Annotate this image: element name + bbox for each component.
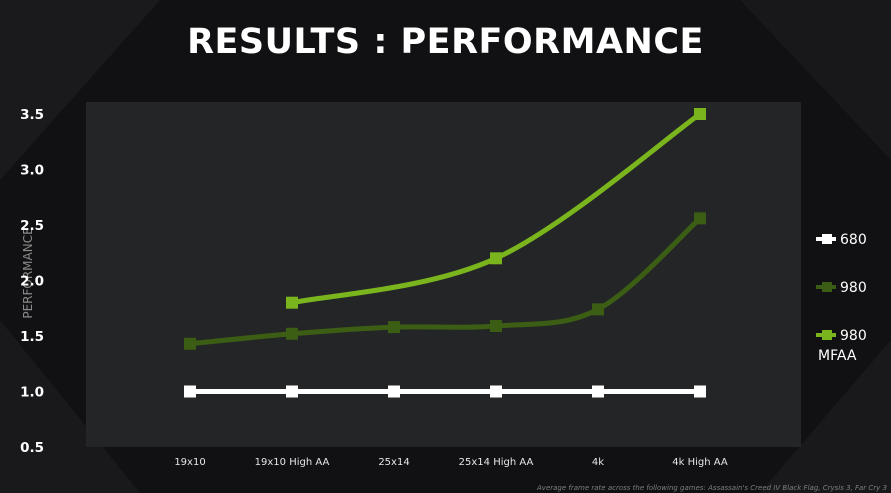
legend-marker <box>822 330 832 340</box>
series-group <box>184 108 706 398</box>
y-tick-label: 3.5 <box>20 107 44 123</box>
legend-label: 980 <box>840 280 867 296</box>
y-ticks: 0.5 1.0 1.5 2.0 2.5 3.0 3.5 <box>20 107 44 456</box>
data-point <box>388 321 400 334</box>
series-980 <box>184 212 706 350</box>
y-tick-label: 2.0 <box>20 274 44 290</box>
x-tick-label: 4k <box>592 457 604 468</box>
x-tick-label: 19x10 High AA <box>255 457 330 468</box>
data-point <box>490 385 502 398</box>
legend-item-980-mfaa: 980 MFAA <box>816 328 867 364</box>
data-point <box>490 252 502 265</box>
data-point <box>286 327 298 340</box>
y-tick-label: 2.5 <box>20 218 44 234</box>
x-tick-label: 25x14 High AA <box>459 457 534 468</box>
data-point <box>592 303 604 316</box>
data-point <box>592 385 604 398</box>
series-line <box>187 215 703 347</box>
x-ticks: 19x10 19x10 High AA 25x14 25x14 High AA 4k 4k… <box>174 457 728 468</box>
legend-label: 980 <box>840 328 867 344</box>
data-point <box>694 108 706 120</box>
data-point <box>184 385 196 398</box>
data-point <box>286 385 298 398</box>
y-tick-label: 3.0 <box>20 163 44 179</box>
x-tick-label: 25x14 <box>378 457 409 468</box>
y-tick-label: 1.5 <box>20 329 44 345</box>
x-tick-label: 4k High AA <box>672 457 728 468</box>
legend-label: 680 <box>840 232 867 248</box>
legend-item-980: 980 <box>816 280 867 296</box>
slide-title: RESULTS : PERFORMANCE <box>187 22 704 62</box>
legend-marker <box>822 234 832 244</box>
data-point <box>694 212 706 225</box>
data-point <box>694 385 706 398</box>
data-point <box>286 296 298 309</box>
series-980-mfaa <box>286 108 706 309</box>
footnote: Average frame rate across the following … <box>537 484 887 492</box>
legend: 680 980 980 MFAA <box>816 232 867 364</box>
legend-label: MFAA <box>818 348 857 364</box>
x-tick-label: 19x10 <box>174 457 205 468</box>
y-tick-label: 1.0 <box>20 385 44 401</box>
data-point <box>184 337 196 350</box>
legend-item-680: 680 <box>816 232 867 248</box>
legend-marker <box>822 282 832 292</box>
y-tick-label: 0.5 <box>20 440 44 456</box>
data-point <box>490 320 502 333</box>
data-point <box>388 385 400 398</box>
series-680 <box>184 385 706 398</box>
